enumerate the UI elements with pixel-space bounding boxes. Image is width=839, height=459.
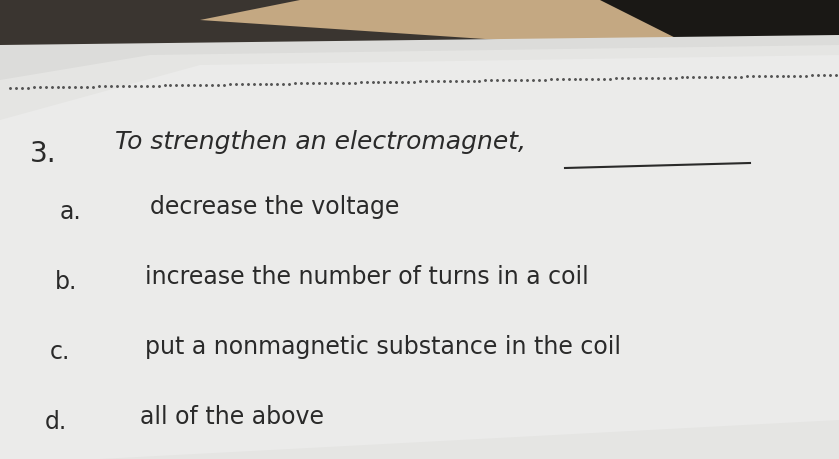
Polygon shape (600, 0, 839, 120)
Text: d.: d. (45, 410, 67, 434)
Text: To strengthen an electromagnet,: To strengthen an electromagnet, (115, 130, 526, 154)
Text: 3.: 3. (30, 140, 56, 168)
Text: increase the number of turns in a coil: increase the number of turns in a coil (145, 265, 589, 289)
Text: a.: a. (60, 200, 81, 224)
Polygon shape (200, 0, 839, 60)
Text: put a nonmagnetic substance in the coil: put a nonmagnetic substance in the coil (145, 335, 621, 359)
Polygon shape (0, 35, 839, 459)
Text: b.: b. (55, 270, 77, 294)
Text: all of the above: all of the above (140, 405, 324, 429)
Polygon shape (0, 55, 839, 459)
Polygon shape (0, 45, 839, 459)
Text: decrease the voltage: decrease the voltage (150, 195, 399, 219)
Text: c.: c. (50, 340, 70, 364)
